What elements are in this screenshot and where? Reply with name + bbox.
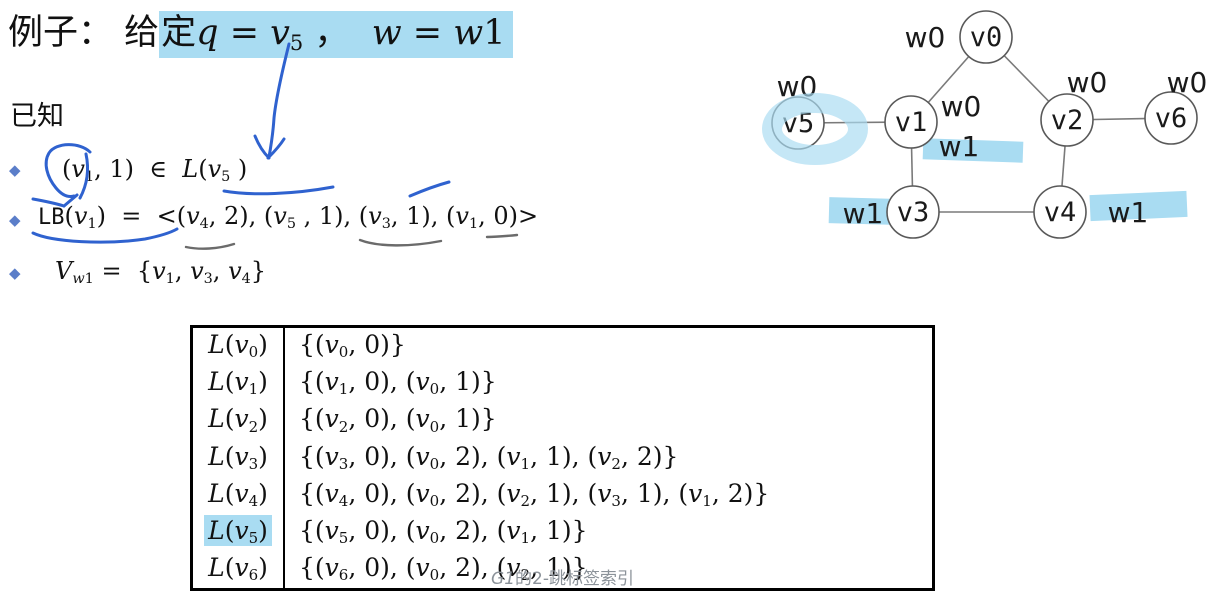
bullet-item: (v1, 1) ∈ L(v5 ) [62,155,248,186]
weight-label-w1: w1 [843,197,884,230]
key-text: L(v6) [208,553,268,585]
bullet-item: Vw1 = {v1, v3, v4} [55,257,267,288]
weight-label-w1: w1 [939,130,980,163]
table-row: L(v2) {(v2, 0), (v0, 1)} [191,402,934,440]
underline-LB [31,227,179,244]
bullet-diamond-icon: ◆ [9,211,21,229]
table-caption: G1的2-跳标签索引 [190,564,935,589]
bullet-math: Vw1 = {v1, v3, v4} [55,257,267,288]
marker-ring-v5 [762,93,868,165]
node-label-v4: v4 [1044,197,1077,228]
key-text: L(v3) [208,441,268,473]
bullet-diamond-icon: ◆ [9,264,21,282]
underline-Lv5 [222,185,335,196]
marker-highlight-strip [828,197,897,225]
table-value-cell: {(v6, 0), (v0, 2), (v2, 1)} [299,553,588,585]
arrow-title-to-Lv5-barb-left [253,134,271,160]
table-value-cell: {(v3, 0), (v0, 2), (v1, 1), (v2, 2)} [299,441,679,473]
node-label-v0: v0 [970,22,1003,53]
title-highlighted: 定q = v5 ， w = w1 [159,11,514,58]
table-key-cell: L(v2) [191,402,285,440]
bullet-item: LB(v1) = <(v4, 2), (v5 , 1), (v3, 1), (v… [38,202,539,233]
key-text: L(v0) [208,330,268,362]
bullet-keyword: LB [38,205,65,230]
arrow-title-to-Lv5-barb-right [266,137,286,160]
bullet-diamond-icon: ◆ [9,161,21,179]
graph-node-v6 [1144,91,1198,145]
weight-label-w0: w0 [905,21,946,54]
table-value-cell: {(v4, 0), (v0, 2), (v2, 1), (v3, 1), (v1… [299,478,770,510]
table-row: L(v1) {(v1, 0), (v0, 1)} [191,365,934,403]
label-index-table: L(v0) {(v0, 0)} L(v1) {(v1, 0), (v0, 1)} L(v… [190,325,935,592]
node-label-v1: v1 [895,107,928,138]
graph-node-v0 [959,10,1013,64]
pencil-under-v1-0 [485,233,519,239]
known-label: 已知 [10,101,64,132]
table-row: L(v3) {(v3, 0), (v0, 2), (v1, 1), (v2, 2)… [191,439,934,477]
bullet-math: (v1, 1) ∈ L(v5 ) [62,155,248,186]
weight-label-w1: w1 [1108,196,1149,229]
underline-Lv5-tail [408,180,451,198]
pencil-under-v3-1 [358,238,443,247]
weight-label-w0: w0 [1067,66,1108,99]
table-value-cell: {(v0, 0)} [299,330,406,362]
table-value-cell: {(v5, 0), (v0, 2), (v1, 1)} [299,516,588,548]
arrow-title-to-Lv5-shaft [267,42,291,159]
marker-highlight-strip [922,138,1024,163]
node-label-v3: v3 [897,197,930,228]
table-row: L(v5) {(v5, 0), (v0, 2), (v1, 1)} [191,514,934,552]
table-key-cell: L(v5) [191,514,285,552]
highlighted-key: L(v5) [204,515,272,547]
bullet-math: (v1) = <(v4, 2), (v5 , 1), (v3, 1), (v1,… [64,202,539,233]
graph-node-v2 [1040,93,1094,147]
title-prefix: 例子： 给 [8,13,160,53]
weight-label-w0: w0 [941,90,982,123]
graph-node-v1 [884,95,938,149]
key-text: L(v4) [208,478,268,510]
caption-text: 的2-跳标签索引 [515,569,634,589]
node-label-v2: v2 [1051,105,1084,136]
node-label-v6: v6 [1155,103,1188,134]
weight-label-w0: w0 [1167,66,1207,99]
page-title: 例子： 给定q = v5 ， w = w1 [8,10,514,60]
table-key-cell: L(v0) [191,326,285,366]
key-text: L(v1) [208,367,268,399]
table-row: L(v0) {(v0, 0)} [191,326,934,366]
table-key-cell: L(v1) [191,365,285,403]
marker-highlight-strip [1089,190,1188,222]
caption-graph-name: G1 [491,569,516,589]
table-value-cell: {(v1, 0), (v0, 1)} [299,367,497,399]
table-value-cell: {(v2, 0), (v0, 1)} [299,404,497,436]
key-text: L(v2) [208,404,268,436]
graph-node-v4 [1033,185,1087,239]
table-key-cell: L(v6) [191,551,285,590]
table-key-cell: L(v4) [191,476,285,515]
table-row: L(v6) {(v6, 0), (v0, 2), (v2, 1)} [191,551,934,590]
table-key-cell: L(v3) [191,439,285,477]
pencil-under-v4 [184,242,236,250]
table-row: L(v4) {(v4, 0), (v0, 2), (v2, 1), (v3, 1)… [191,476,934,515]
graph-node-v3 [886,185,940,239]
